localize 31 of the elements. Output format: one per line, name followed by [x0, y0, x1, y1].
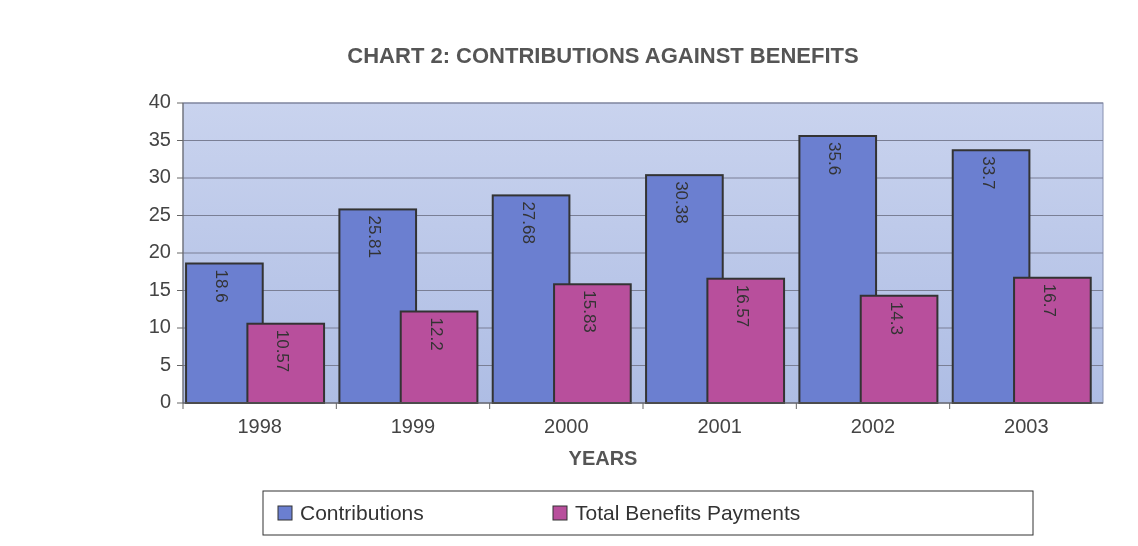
x-tick-label: 2002	[850, 415, 896, 437]
data-label: 16.7	[1040, 283, 1060, 317]
data-label: 14.3	[886, 301, 906, 335]
x-tick-label: 1998	[237, 415, 282, 437]
data-label: 12.2	[426, 317, 446, 351]
x-tick-label: 2003	[1004, 415, 1049, 437]
y-tick-label: 0	[159, 390, 171, 413]
y-tick-label: 15	[148, 277, 171, 300]
chart-title: CHART 2: CONTRIBUTIONS AGAINST BENEFITS	[347, 43, 859, 68]
y-tick-label: 10	[148, 315, 171, 338]
data-label: 10.57	[273, 329, 293, 373]
y-tick-label: 30	[148, 165, 171, 188]
y-tick-label: 35	[148, 127, 171, 150]
y-tick-label: 40	[148, 90, 171, 113]
x-tick-label: 2000	[544, 415, 589, 437]
x-axis-title: YEARS	[568, 447, 638, 469]
data-label: 15.83	[580, 290, 600, 333]
data-label: 25.81	[365, 215, 385, 258]
legend-label: Total Benefits Payments	[575, 500, 801, 524]
data-label: 18.6	[212, 269, 232, 303]
data-label: 30.38	[672, 181, 692, 224]
y-tick-label: 20	[148, 240, 171, 263]
data-label: 33.7	[978, 156, 998, 190]
y-tick-label: 25	[148, 202, 171, 225]
x-tick-label: 2001	[697, 415, 742, 437]
x-tick-label: 1999	[390, 415, 436, 437]
data-label: 27.68	[518, 201, 538, 244]
data-label: 16.57	[733, 284, 753, 328]
y-tick-label: 5	[159, 352, 171, 375]
legend-label: Contributions	[300, 500, 424, 524]
data-label: 35.6	[825, 142, 845, 176]
